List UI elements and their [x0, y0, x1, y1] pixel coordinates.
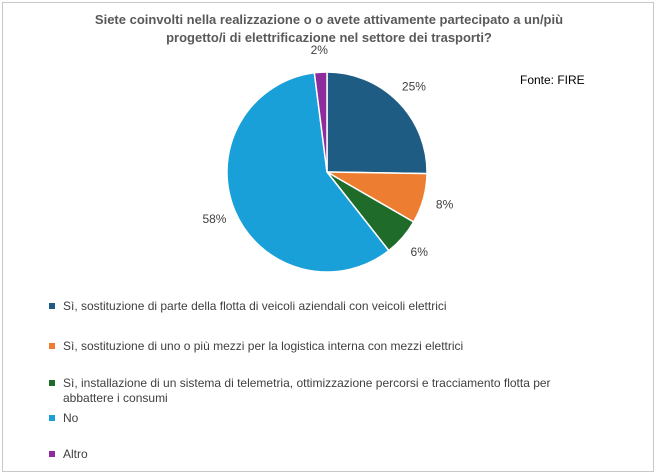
pie-data-label: 25% — [402, 79, 426, 93]
pie-slice — [226, 71, 390, 273]
chart-frame: Siete coinvolti nella realizzazione o o … — [2, 2, 654, 472]
legend-label-line: Altro — [63, 447, 88, 461]
pie-chart: 25% 8% 6% 58% 2% — [202, 43, 454, 273]
legend-label: Altro — [63, 447, 623, 462]
chart-title-line: progetto/i di elettrificazione nel setto… — [166, 30, 492, 45]
legend-label: Sì, sostituzione di parte della flotta d… — [63, 299, 623, 314]
pie-data-label: 8% — [436, 198, 454, 212]
pie-slice — [326, 71, 428, 175]
legend-label-line: No — [63, 411, 79, 425]
legend-swatch — [49, 451, 55, 457]
legend-swatch — [49, 303, 55, 309]
legend-label-line: Sì, sostituzione di parte della flotta d… — [63, 299, 447, 313]
legend-label-line: Sì, installazione di un sistema di telem… — [63, 376, 551, 390]
chart-title-line: Siete coinvolti nella realizzazione o o … — [94, 12, 564, 27]
legend-label: Sì, installazione di un sistema di telem… — [63, 376, 623, 406]
legend-swatch — [49, 415, 55, 421]
pie-data-label: 58% — [202, 212, 226, 226]
chart-title: Siete coinvolti nella realizzazione o o … — [3, 11, 655, 47]
legend-label: Sì, sostituzione di uno o più mezzi per … — [63, 339, 623, 354]
legend-swatch — [49, 343, 55, 349]
legend-swatch — [49, 380, 55, 386]
source-label: Fonte: FIRE — [520, 73, 585, 87]
pie-data-label: 2% — [311, 43, 329, 57]
legend-label-line: Sì, sostituzione di uno o più mezzi per … — [63, 339, 464, 353]
legend-label: No — [63, 411, 623, 426]
legend-label-line: abbattere i consumi — [63, 391, 168, 405]
pie-slice — [313, 71, 328, 173]
pie-data-label: 6% — [411, 245, 429, 259]
